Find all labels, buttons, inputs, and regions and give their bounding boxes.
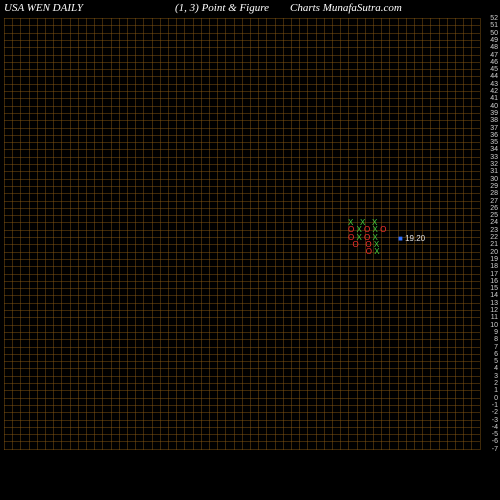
y-tick: 23 xyxy=(482,227,498,234)
y-tick: 17 xyxy=(482,271,498,278)
y-tick: 44 xyxy=(482,73,498,80)
y-tick: 24 xyxy=(482,219,498,226)
y-tick: 45 xyxy=(482,66,498,73)
y-tick: 0 xyxy=(482,395,498,402)
y-tick: -1 xyxy=(482,402,498,409)
header-source: Charts MunafaSutra.com xyxy=(290,2,402,14)
y-tick: 38 xyxy=(482,117,498,124)
y-tick: 28 xyxy=(482,190,498,197)
y-tick: 12 xyxy=(482,307,498,314)
pnf-row: O X xyxy=(348,248,380,256)
y-tick: 40 xyxy=(482,103,498,110)
y-tick: 29 xyxy=(482,183,498,190)
y-tick: -3 xyxy=(482,417,498,424)
y-tick: 8 xyxy=(482,336,498,343)
y-tick: 13 xyxy=(482,300,498,307)
header-symbol: USA WEN DAILY xyxy=(4,2,83,14)
current-price-marker: ■ 19.20 xyxy=(398,234,425,243)
y-tick: 33 xyxy=(482,154,498,161)
y-axis: 5251504948474645444342414039383736353433… xyxy=(482,18,498,450)
y-tick: 11 xyxy=(482,314,498,321)
y-tick: 31 xyxy=(482,168,498,175)
y-tick: 25 xyxy=(482,212,498,219)
y-tick: 47 xyxy=(482,52,498,59)
price-marker-value: 19.20 xyxy=(405,234,425,243)
y-tick: 35 xyxy=(482,139,498,146)
y-tick: -5 xyxy=(482,431,498,438)
y-tick: 27 xyxy=(482,198,498,205)
y-tick: 37 xyxy=(482,125,498,132)
y-tick: 34 xyxy=(482,146,498,153)
y-tick: 3 xyxy=(482,373,498,380)
y-tick: 50 xyxy=(482,30,498,37)
header-chart-type: (1, 3) Point & Figure xyxy=(175,2,269,14)
y-tick: -6 xyxy=(482,438,498,445)
y-tick: 48 xyxy=(482,44,498,51)
y-tick: 20 xyxy=(482,249,498,256)
y-tick: 7 xyxy=(482,344,498,351)
y-tick: 41 xyxy=(482,95,498,102)
y-tick: 6 xyxy=(482,351,498,358)
y-tick: 43 xyxy=(482,81,498,88)
y-tick: 51 xyxy=(482,22,498,29)
y-tick: 21 xyxy=(482,241,498,248)
y-tick: -7 xyxy=(482,446,498,453)
y-tick: 22 xyxy=(482,234,498,241)
price-marker-icon: ■ xyxy=(398,234,403,243)
y-tick: 49 xyxy=(482,37,498,44)
y-tick: 46 xyxy=(482,59,498,66)
y-tick: 4 xyxy=(482,365,498,372)
y-tick: 2 xyxy=(482,380,498,387)
y-tick: -4 xyxy=(482,424,498,431)
y-tick: 15 xyxy=(482,285,498,292)
y-tick: 30 xyxy=(482,176,498,183)
y-tick: 1 xyxy=(482,387,498,394)
y-tick: 16 xyxy=(482,278,498,285)
y-tick: 18 xyxy=(482,263,498,270)
y-tick: 19 xyxy=(482,256,498,263)
y-tick: 42 xyxy=(482,88,498,95)
y-tick: 26 xyxy=(482,205,498,212)
y-tick: 10 xyxy=(482,322,498,329)
y-tick: 39 xyxy=(482,110,498,117)
y-tick: 32 xyxy=(482,161,498,168)
y-tick: 5 xyxy=(482,358,498,365)
y-tick: -2 xyxy=(482,409,498,416)
y-tick: 9 xyxy=(482,329,498,336)
chart-header: USA WEN DAILY (1, 3) Point & Figure Char… xyxy=(0,2,500,18)
y-tick: 14 xyxy=(482,292,498,299)
y-tick: 36 xyxy=(482,132,498,139)
chart-container: USA WEN DAILY (1, 3) Point & Figure Char… xyxy=(0,0,500,500)
